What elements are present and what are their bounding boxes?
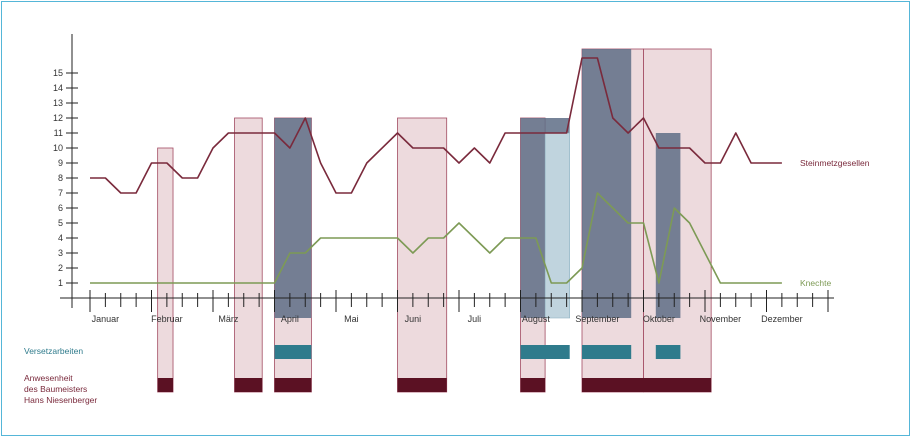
anwesenheit-bar [274, 378, 312, 392]
presence-period-area [397, 117, 448, 393]
y-tick-label: 15 [53, 68, 63, 78]
anwesenheit-bar [234, 378, 263, 392]
versetzarbeiten-bar [655, 345, 681, 359]
anwesenheit-bar [157, 378, 174, 392]
x-month-label: November [700, 314, 742, 324]
y-tick-label: 14 [53, 83, 63, 93]
y-tick-label: 1 [58, 278, 63, 288]
x-month-label: Januar [92, 314, 120, 324]
y-tick-label: 5 [58, 218, 63, 228]
anwesenheit-bar [397, 378, 447, 392]
y-tick-label: 10 [53, 143, 63, 153]
work-period-area [655, 133, 681, 318]
y-tick-label: 11 [54, 128, 63, 138]
presence-period-area [157, 147, 174, 393]
y-tick-label: 2 [58, 263, 63, 273]
y-tick-label: 7 [58, 188, 63, 198]
work-period-area [582, 49, 632, 318]
x-month-label: Juni [405, 314, 422, 324]
x-month-label: April [281, 314, 299, 324]
versetzarbeiten-bar [582, 345, 632, 359]
steinmetz-series-label: Steinmetzgesellen [800, 158, 870, 168]
x-month-label: Dezember [761, 314, 803, 324]
y-tick-label: 12 [53, 113, 63, 123]
work-period-light-area [544, 132, 570, 319]
knechte-series-label: Knechte [800, 278, 831, 288]
series-line-steinmetz [90, 57, 782, 194]
y-tick-label: 13 [53, 98, 63, 108]
versetzarbeiten-bar [520, 345, 570, 359]
x-month-label: Februar [151, 314, 183, 324]
anwesenheit-label-line: des Baumeisters [24, 384, 87, 394]
x-month-label: September [575, 314, 619, 324]
y-tick-label: 9 [58, 158, 63, 168]
y-tick-label: 3 [58, 248, 63, 258]
versetzarbeiten-bar [274, 345, 312, 359]
y-tick-label: 8 [58, 173, 63, 183]
x-month-label: Mai [344, 314, 359, 324]
x-month-label: August [522, 314, 551, 324]
series-line-knechte [90, 192, 782, 284]
x-month-label: Oktober [643, 314, 675, 324]
anwesenheit-bar [582, 378, 712, 392]
work-period-area [274, 118, 312, 318]
anwesenheit-bar [520, 378, 546, 392]
x-month-label: Juli [468, 314, 482, 324]
versetzarbeiten-label: Versetzarbeiten [24, 346, 83, 356]
anwesenheit-label-line: Hans Niesenberger [24, 395, 97, 405]
y-tick-label: 6 [58, 203, 63, 213]
presence-period-area [234, 117, 263, 393]
x-month-label: März [218, 314, 238, 324]
y-tick-label: 4 [58, 233, 63, 243]
anwesenheit-label-line: Anwesenheit [24, 373, 73, 383]
